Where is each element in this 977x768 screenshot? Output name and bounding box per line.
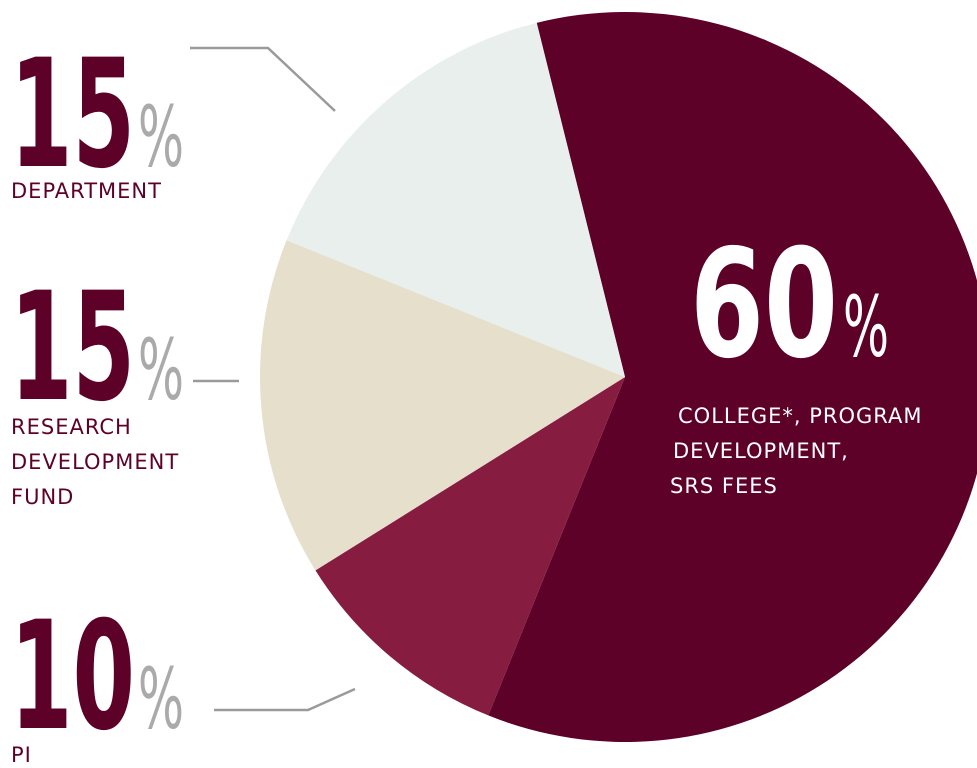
slice-3-percent-value: 15 bbox=[10, 28, 135, 202]
slice-0-percent-sign: % bbox=[843, 278, 889, 376]
slice-3-percent-sign: % bbox=[138, 88, 184, 186]
pie-slice-2 bbox=[260, 240, 625, 571]
slice-1-label-line-0: PI bbox=[11, 743, 32, 767]
pie-slice-1 bbox=[315, 377, 625, 716]
slice-0-percent-value: 60 bbox=[690, 218, 838, 392]
slice-labels: 60 % COLLEGE*, PROGRAM DEVELOPMENT, SRS FEES… bbox=[10, 28, 923, 767]
slice-2-label-line-1: DEVELOPMENT bbox=[11, 450, 179, 474]
slice-3-label-line-0: DEPARTMENT bbox=[11, 179, 162, 203]
slice-2-percent-sign: % bbox=[138, 321, 184, 419]
slice-label-0: 60 % COLLEGE*, PROGRAM DEVELOPMENT, SRS FEES bbox=[670, 218, 923, 498]
pie-slice-3 bbox=[286, 22, 625, 378]
pie-slice-0 bbox=[488, 12, 977, 742]
slice-label-1: 10 % PI bbox=[10, 590, 184, 767]
slice-0-label-line-0: COLLEGE*, PROGRAM bbox=[678, 404, 923, 428]
leader-line-1 bbox=[214, 687, 356, 712]
slice-2-label-line-0: RESEARCH bbox=[11, 415, 132, 439]
slice-label-3: 15 %DEPARTMENT bbox=[10, 28, 184, 203]
pie-slices bbox=[260, 12, 977, 742]
slice-label-2: 15 %RESEARCH DEVELOPMENT FUND bbox=[10, 261, 184, 509]
slice-1-percent-value: 10 bbox=[10, 590, 135, 764]
leader-line-3 bbox=[190, 46, 336, 112]
slice-1-percent-sign: % bbox=[138, 650, 184, 748]
slice-2-percent-value: 15 bbox=[10, 261, 135, 435]
slice-0-label-line-2: SRS FEES bbox=[670, 474, 778, 498]
slice-2-label-line-2: FUND bbox=[11, 485, 74, 509]
slice-0-label-line-1: DEVELOPMENT, bbox=[673, 439, 849, 463]
leader-lines bbox=[190, 46, 356, 712]
